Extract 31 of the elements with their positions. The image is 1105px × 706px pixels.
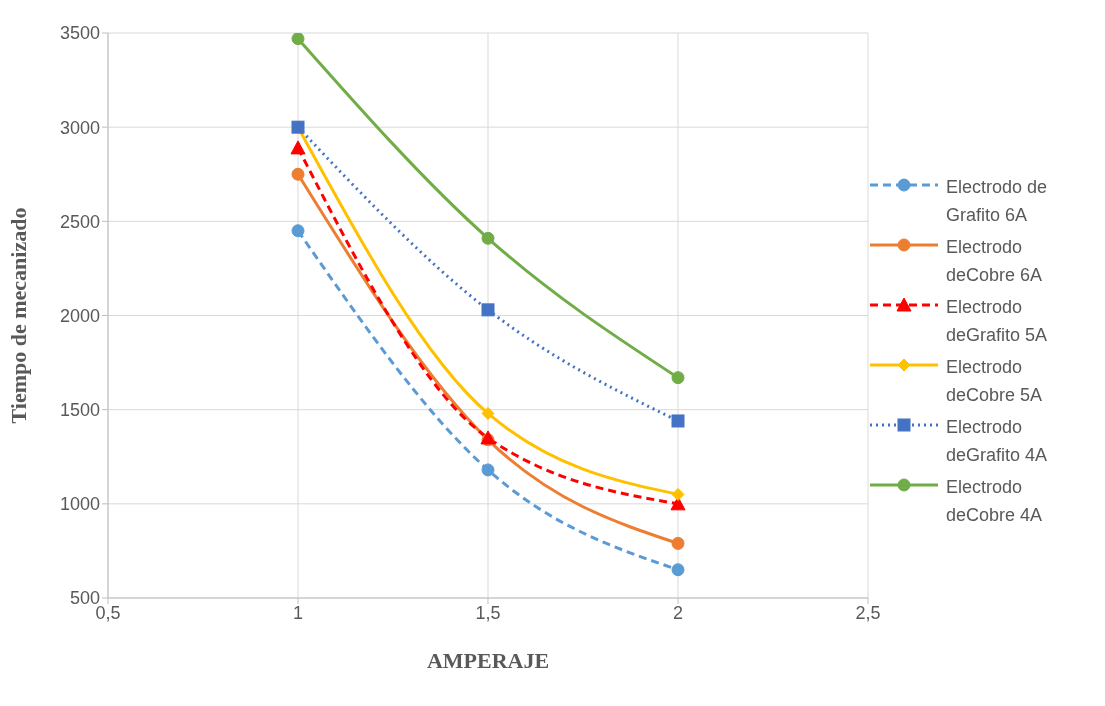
legend-label: Electrodo de Grafito 6A — [946, 176, 1049, 227]
point — [481, 463, 495, 477]
y-tick-label: 1500 — [59, 400, 100, 421]
legend-label: Electrodo deCobre 5A — [946, 356, 1044, 407]
point — [481, 231, 495, 245]
point — [481, 303, 495, 317]
point — [671, 563, 685, 577]
x-tick-label: 2 — [672, 602, 684, 623]
legend-label: Electrodo deGrafito 4A — [946, 416, 1049, 467]
point — [291, 167, 305, 181]
x-tick-label: 1 — [292, 602, 304, 623]
legend-label: Electrodo deCobre 6A — [946, 236, 1044, 287]
x-tick-label: 1,5 — [475, 602, 501, 623]
y-tick-label: 3500 — [59, 23, 100, 44]
legend-label: Electrodo deGrafito 5A — [946, 296, 1049, 347]
x-axis-title: AMPERAJE — [426, 648, 550, 673]
y-tick-label: 2500 — [59, 211, 100, 232]
x-tick-label: 2,5 — [855, 602, 881, 623]
point — [671, 414, 685, 428]
y-axis-title: Tiempo de mecanizado — [5, 207, 31, 424]
point — [671, 487, 685, 501]
point — [481, 406, 495, 420]
y-tick-label: 2000 — [59, 305, 100, 326]
legend-label: Electrodo deCobre 4A — [946, 476, 1044, 527]
y-tick-label: 3000 — [59, 117, 100, 138]
point — [290, 140, 306, 155]
point — [671, 536, 685, 550]
y-tick-label: 1000 — [59, 494, 100, 515]
point — [291, 33, 305, 46]
point — [671, 371, 685, 385]
point — [291, 224, 305, 238]
